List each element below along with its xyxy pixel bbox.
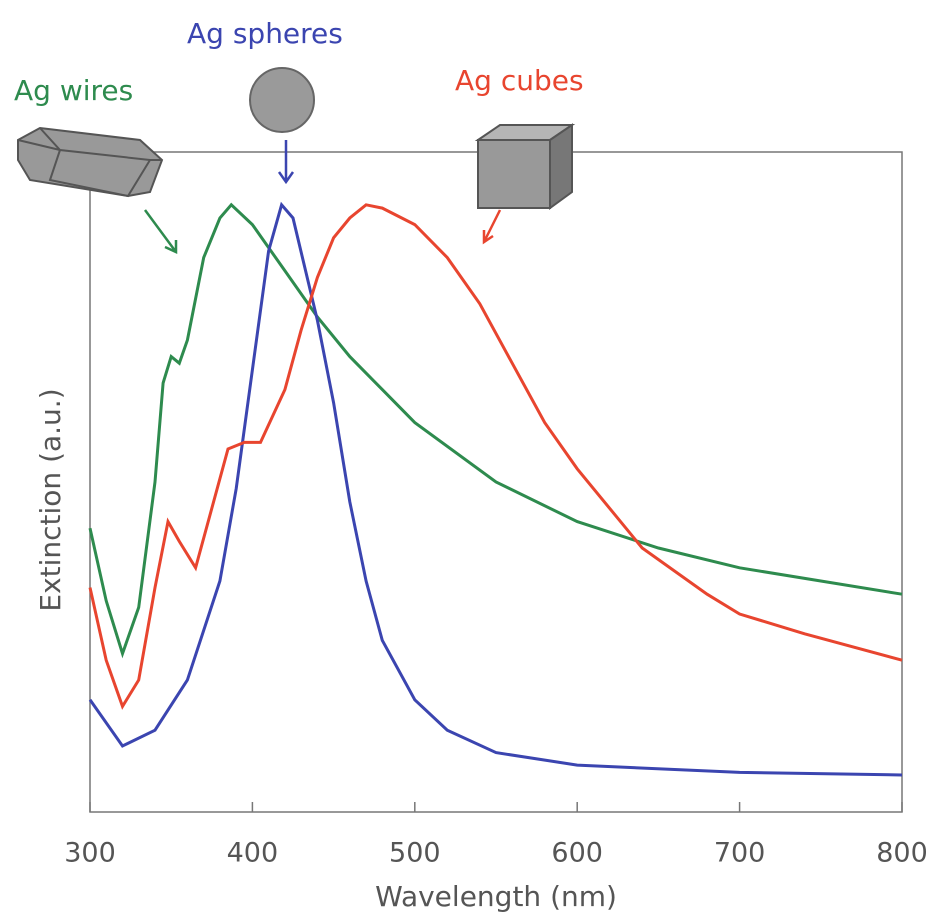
x-tick-label: 300 bbox=[64, 838, 116, 869]
series-line bbox=[88, 201, 903, 777]
series-label: Ag spheres bbox=[187, 17, 343, 50]
sphere-icon bbox=[249, 67, 315, 133]
x-tick-label: 600 bbox=[551, 838, 603, 869]
x-axis-label: Wavelength (nm) bbox=[375, 880, 617, 913]
arrows bbox=[143, 140, 502, 254]
x-tick-label: 800 bbox=[876, 838, 928, 869]
cube-icon bbox=[474, 123, 576, 210]
wire-icon bbox=[17, 126, 164, 198]
x-tick-label: 400 bbox=[227, 838, 279, 869]
y-axis-label: Extinction (a.u.) bbox=[34, 388, 67, 611]
series-label: Ag cubes bbox=[455, 64, 584, 97]
series-line bbox=[88, 203, 903, 710]
x-tick-label: 500 bbox=[389, 838, 441, 869]
series-line bbox=[88, 202, 903, 659]
series-label: Ag wires bbox=[14, 74, 133, 107]
x-tick-label: 700 bbox=[714, 838, 766, 869]
